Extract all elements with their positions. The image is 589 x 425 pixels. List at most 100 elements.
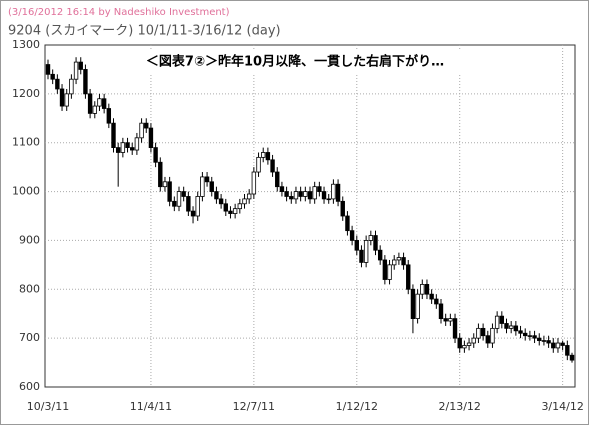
candle-body <box>246 193 252 200</box>
x-tick-label: 3/14/12 <box>541 400 583 413</box>
candle-body <box>560 342 565 346</box>
candle-body <box>87 93 93 114</box>
candle-body <box>551 342 556 349</box>
candle-body <box>130 147 135 151</box>
candle-body <box>158 161 163 188</box>
candle-body <box>555 342 561 349</box>
candle-body <box>410 288 416 319</box>
candle-body <box>359 249 364 263</box>
candle-body <box>471 337 476 344</box>
candle-body <box>275 171 280 188</box>
candle-body <box>284 191 289 197</box>
candle-body <box>265 152 271 161</box>
candle-body <box>45 64 51 75</box>
candle-body <box>382 259 388 280</box>
candle-body <box>349 230 355 241</box>
candle-body <box>387 264 392 280</box>
x-tick-label: 12/7/11 <box>233 400 275 413</box>
candle-body <box>289 196 294 200</box>
candle-body <box>106 108 112 124</box>
candle-body <box>186 196 191 212</box>
candle-body <box>462 345 467 349</box>
candle-body <box>256 156 261 173</box>
candle-body <box>518 330 523 334</box>
candle-body <box>335 183 341 202</box>
candle-body <box>125 142 130 148</box>
candle-body <box>532 335 537 339</box>
candle-body <box>443 318 448 322</box>
candle-body <box>59 88 65 107</box>
candle-body <box>134 137 140 151</box>
candle-body <box>298 191 303 197</box>
y-tick-label: 1200 <box>12 87 40 100</box>
candle-body <box>452 318 458 339</box>
candle-body <box>363 240 369 263</box>
x-tick-label: 2/13/12 <box>439 400 481 413</box>
candle-body <box>424 283 430 295</box>
candle-body <box>434 298 439 305</box>
candle-body <box>406 264 411 290</box>
y-tick-label: 800 <box>19 282 40 295</box>
candle-body <box>340 200 345 217</box>
candle-body <box>485 335 490 344</box>
candle-body <box>499 315 505 324</box>
annotation: ＜図表7②＞昨年10月以降、一貫した右肩下がり… <box>146 54 444 70</box>
candle-body <box>438 303 444 320</box>
candle-body <box>490 327 495 344</box>
y-tick-label: 1100 <box>12 136 40 149</box>
candle-body <box>261 152 266 158</box>
candle-body <box>200 176 205 197</box>
candle-body <box>279 186 285 192</box>
candle-body <box>392 259 397 266</box>
candle-body <box>523 332 528 337</box>
candle-body <box>83 69 88 95</box>
candle-body <box>92 105 97 114</box>
candle-body <box>546 340 551 344</box>
candle-body <box>476 327 481 339</box>
candle-body <box>190 210 196 217</box>
candle-body <box>317 186 322 192</box>
x-tick-label: 10/3/11 <box>27 400 69 413</box>
candle-body <box>251 171 257 195</box>
y-tick-label: 1300 <box>12 38 40 51</box>
candle-body <box>569 354 575 361</box>
y-tick-label: 1000 <box>12 185 40 198</box>
annotation-box <box>115 51 475 73</box>
candle-body <box>326 198 331 201</box>
x-tick-label: 11/4/11 <box>130 400 172 413</box>
candle-body <box>321 191 327 200</box>
candle-body <box>69 78 74 95</box>
candle-body <box>541 340 547 342</box>
candle-body <box>181 191 186 197</box>
candle-body <box>368 235 374 241</box>
candle-body <box>270 159 275 173</box>
candle-body <box>144 122 149 129</box>
candle-body <box>508 325 514 329</box>
candle-body <box>377 249 383 261</box>
candle-body <box>312 186 317 200</box>
candle-body <box>373 235 378 251</box>
candle-body <box>115 147 121 153</box>
candle-body <box>504 323 509 329</box>
candle-body <box>331 183 336 200</box>
candle-body <box>228 210 233 214</box>
candle-body <box>307 191 313 200</box>
candle-body <box>195 196 200 217</box>
chart-title: 9204 (スカイマーク) 10/1/11-3/16/12 (day) <box>8 24 281 39</box>
candle-body <box>148 127 154 149</box>
candle-body <box>218 198 224 205</box>
candle-body <box>480 327 486 337</box>
candle-body <box>101 98 107 109</box>
candle-body <box>513 325 519 332</box>
candle-body <box>354 240 359 251</box>
candle-body <box>139 122 144 139</box>
candle-body <box>565 345 570 356</box>
candle-body <box>466 342 472 346</box>
candle-body <box>429 293 434 300</box>
y-tick-label: 700 <box>19 331 40 344</box>
candle-body <box>204 176 210 183</box>
y-tick-label: 900 <box>19 233 40 246</box>
candle-body <box>448 318 453 322</box>
candle-body <box>237 203 243 210</box>
